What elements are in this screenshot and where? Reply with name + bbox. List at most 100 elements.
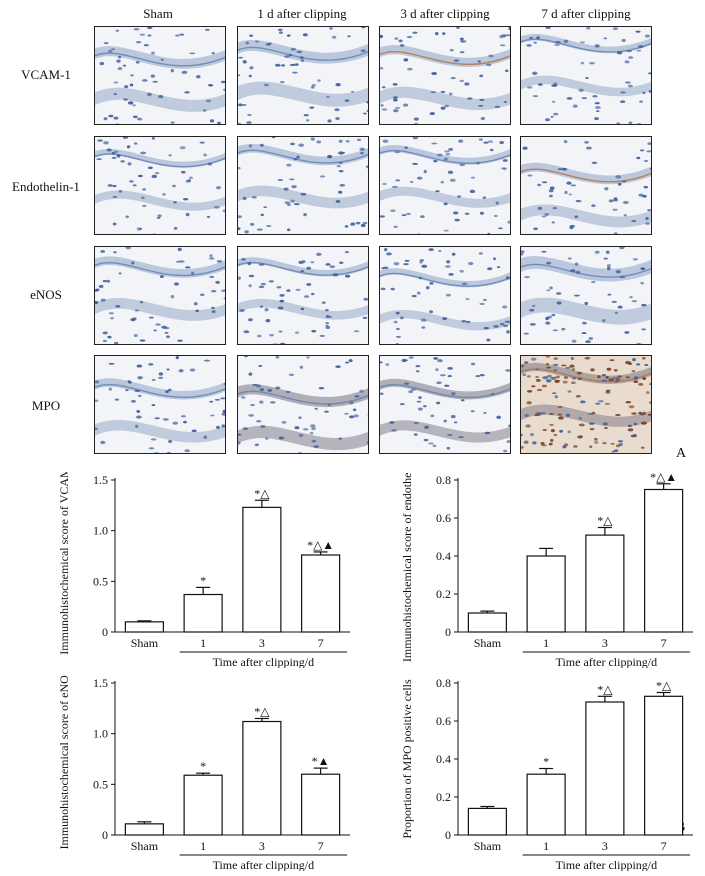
y-tick-label: 0.4	[436, 752, 451, 766]
x-tick-label: Sham	[474, 839, 502, 853]
y-tick-label: 1.5	[93, 473, 108, 487]
row-label-mpo: MPO	[0, 398, 92, 414]
significance-marker: *△	[254, 704, 270, 718]
column-header-7d: 7 d after clipping	[518, 6, 654, 22]
significance-marker: *△	[597, 682, 613, 696]
micrograph-endothelin1-1d	[237, 136, 369, 235]
bar-3	[243, 722, 281, 835]
y-tick-label: 0.8	[436, 473, 451, 487]
y-tick-label: 0.4	[436, 549, 451, 563]
row-label-enos: eNOS	[0, 287, 92, 303]
row-label-vcam1: VCAM-1	[0, 67, 92, 83]
significance-marker: *	[200, 573, 206, 587]
y-axis-label: Immunohistochemical score of eNOS	[57, 675, 71, 849]
chart-svg: 0 0.5 1.0 1.5 Immunohistochemical score of e…	[50, 675, 355, 871]
micrograph-vcam1-sham	[94, 26, 226, 125]
bar-3	[586, 702, 624, 835]
x-tick-label: 1	[200, 839, 206, 853]
y-axis-label: Immunohistochemical score of VCAM-1	[57, 472, 71, 655]
bar-3	[586, 535, 624, 632]
x-axis-label: Time after clipping/d	[556, 655, 658, 668]
x-tick-label: Sham	[131, 839, 159, 853]
significance-marker: *△	[597, 514, 613, 528]
chart-enos: 0 0.5 1.0 1.5 Immunohistochemical score of e…	[50, 675, 355, 876]
x-tick-label: 3	[602, 839, 608, 853]
bar-Sham	[125, 622, 163, 632]
column-header-1d: 1 d after clipping	[234, 6, 370, 22]
significance-marker: *△▲	[307, 538, 334, 552]
bar-1	[527, 774, 565, 835]
micrograph-vcam1-7d	[520, 26, 652, 125]
bar-7	[302, 774, 340, 835]
x-tick-label: 1	[543, 839, 549, 853]
x-tick-label: 1	[543, 636, 549, 650]
significance-marker: *▲	[312, 754, 330, 768]
column-header-3d: 3 d after clipping	[377, 6, 513, 22]
x-tick-label: 7	[318, 636, 324, 650]
bar-Sham	[125, 824, 163, 835]
x-axis-label: Time after clipping/d	[556, 858, 658, 871]
chart-svg: 0 0.2 0.4 0.6 0.8 Immunohistochemical score o…	[393, 472, 698, 668]
significance-marker: *	[543, 755, 549, 769]
bar-Sham	[468, 613, 506, 632]
panel-letter-a: A	[676, 446, 686, 462]
micrograph-vcam1-3d	[379, 26, 511, 125]
y-tick-label: 0.2	[436, 790, 451, 804]
x-axis-label: Time after clipping/d	[213, 858, 315, 871]
x-tick-label: 3	[602, 636, 608, 650]
significance-marker: *△▲	[650, 472, 677, 484]
y-tick-label: 0.6	[436, 511, 451, 525]
x-tick-label: 7	[318, 839, 324, 853]
y-tick-label: 1.0	[93, 524, 108, 538]
y-tick-label: 0	[445, 625, 451, 639]
y-tick-label: 0	[102, 828, 108, 842]
x-tick-label: Sham	[131, 636, 159, 650]
x-tick-label: 1	[200, 636, 206, 650]
y-tick-label: 1.0	[93, 727, 108, 741]
significance-marker: *△	[656, 679, 672, 693]
y-axis-label: Immunohistochemical score of endothelin-…	[400, 472, 414, 662]
micrograph-mpo-1d	[237, 355, 369, 454]
y-tick-label: 0.5	[93, 574, 108, 588]
column-header-sham: Sham	[90, 6, 226, 22]
micrograph-enos-sham	[94, 246, 226, 345]
micrograph-endothelin1-7d	[520, 136, 652, 235]
bar-1	[184, 595, 222, 632]
significance-marker: *△	[254, 486, 270, 500]
x-tick-label: Sham	[474, 636, 502, 650]
chart-mpo: 0 0.2 0.4 0.6 0.8 Proportion of MPO positive …	[393, 675, 698, 876]
row-label-endothelin1: Endothelin-1	[0, 179, 92, 195]
y-tick-label: 0.2	[436, 587, 451, 601]
micrograph-mpo-sham	[94, 355, 226, 454]
bar-7	[645, 490, 683, 633]
bar-7	[645, 696, 683, 835]
chart-svg: 0 0.5 1.0 1.5 Immunohistochemical score of V…	[50, 472, 355, 668]
micrograph-enos-1d	[237, 246, 369, 345]
bar-1	[184, 775, 222, 835]
micrograph-enos-3d	[379, 246, 511, 345]
bar-3	[243, 507, 281, 632]
y-tick-label: 0.8	[436, 676, 451, 690]
x-tick-label: 7	[661, 839, 667, 853]
bar-Sham	[468, 808, 506, 835]
micrograph-mpo-7d	[520, 355, 652, 454]
micrograph-mpo-3d	[379, 355, 511, 454]
chart-endothelin1: 0 0.2 0.4 0.6 0.8 Immunohistochemical score o…	[393, 472, 698, 673]
x-tick-label: 7	[661, 636, 667, 650]
significance-marker: *	[200, 759, 206, 773]
y-axis-label: Proportion of MPO positive cells	[400, 679, 414, 839]
x-tick-label: 3	[259, 839, 265, 853]
chart-svg: 0 0.2 0.4 0.6 0.8 Proportion of MPO positive …	[393, 675, 698, 871]
y-tick-label: 0.5	[93, 777, 108, 791]
x-tick-label: 3	[259, 636, 265, 650]
micrograph-endothelin1-sham	[94, 136, 226, 235]
y-tick-label: 1.5	[93, 676, 108, 690]
y-tick-label: 0	[445, 828, 451, 842]
x-axis-label: Time after clipping/d	[213, 655, 315, 668]
micrograph-enos-7d	[520, 246, 652, 345]
y-tick-label: 0.6	[436, 714, 451, 728]
bar-7	[302, 555, 340, 632]
y-tick-label: 0	[102, 625, 108, 639]
bar-1	[527, 556, 565, 632]
micrograph-endothelin1-3d	[379, 136, 511, 235]
